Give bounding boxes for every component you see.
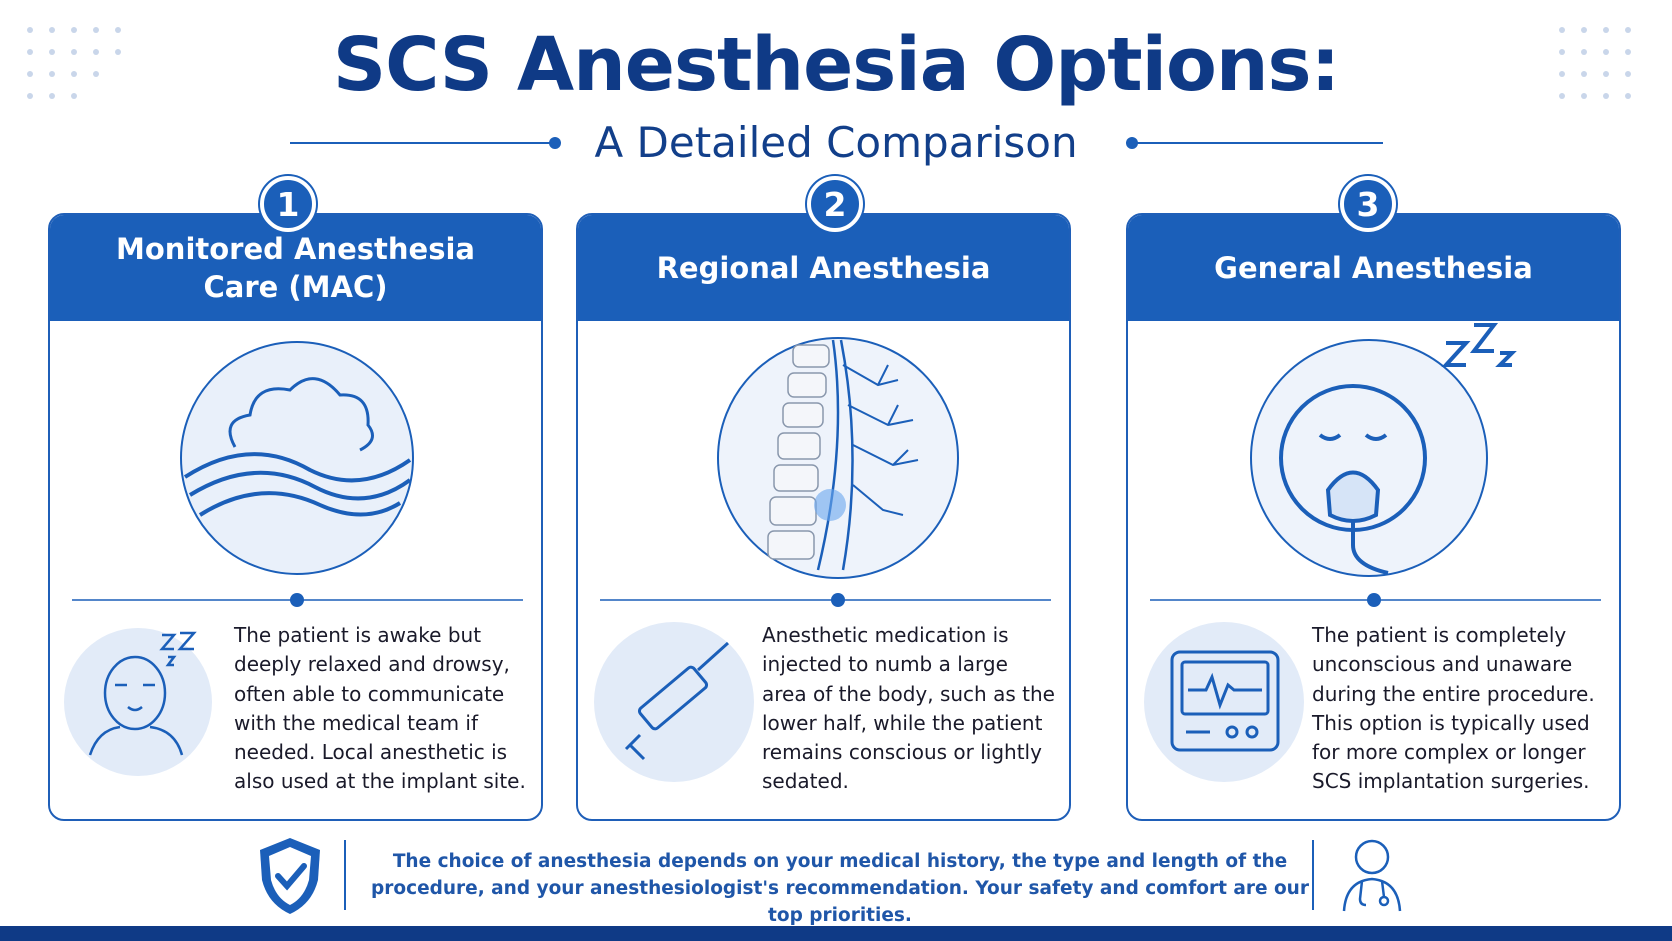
card-illustration — [1144, 323, 1601, 782]
shield-icon — [260, 838, 320, 914]
card-number: 1 — [260, 176, 316, 232]
card-number: 3 — [1340, 176, 1396, 232]
doctor-icon — [1342, 839, 1402, 912]
title: SCS Anesthesia Options: — [332, 22, 1340, 108]
card-title: Regional Anesthesia — [578, 215, 1069, 321]
card-number: 2 — [807, 176, 863, 232]
option-card: General Anesthesia The patient is comple… — [1126, 213, 1621, 821]
footer-note: The choice of anesthesia depends on your… — [371, 851, 1309, 926]
option-card: Regional Anesthesia Anesthetic medicatio… — [576, 213, 1071, 821]
card-description: The patient is awake but deeply relaxed … — [234, 623, 526, 794]
card-description: Anesthetic medication is injected to num… — [762, 623, 1055, 794]
card-title: General Anesthesia — [1128, 215, 1619, 321]
card-description: The patient is completely unconscious an… — [1312, 623, 1595, 794]
card-illustration — [64, 341, 523, 776]
bottom-bar — [0, 926, 1672, 941]
card-title: Monitored Anesthesia Care (MAC) — [50, 215, 541, 321]
subtitle: A Detailed Comparison — [594, 118, 1078, 167]
option-card: Monitored Anesthesia Care (MAC) The pati… — [48, 213, 543, 821]
card-illustration — [594, 337, 1051, 782]
